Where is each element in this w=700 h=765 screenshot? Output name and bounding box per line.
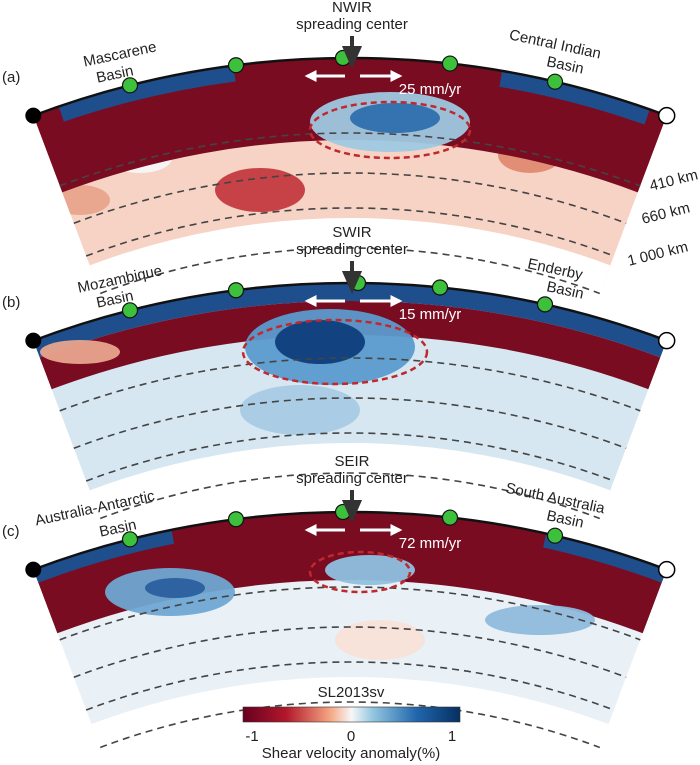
ridge-subtitle: spreading center — [296, 16, 408, 33]
panel-label: (c) — [2, 523, 20, 540]
anomaly-band — [499, 70, 650, 125]
end-marker — [657, 560, 676, 579]
anomaly-blob — [145, 578, 205, 598]
end-marker — [657, 106, 676, 125]
depth-line — [73, 397, 627, 450]
anomaly-blob — [325, 555, 415, 585]
ridge-subtitle: spreading center — [296, 470, 408, 487]
depth-line — [99, 701, 601, 749]
depth-line — [59, 357, 641, 412]
depth-line — [73, 172, 627, 225]
anomaly-blob — [50, 185, 110, 215]
colorbar-label: Shear velocity anomaly(%) — [262, 745, 440, 762]
depth-line — [85, 432, 615, 482]
ridge-name: NWIR — [332, 0, 372, 16]
station — [227, 57, 245, 74]
depth-label: 1 000 km — [626, 238, 690, 269]
end-marker — [657, 331, 676, 350]
station — [441, 55, 459, 72]
colorbar-tick: 0 — [347, 728, 355, 745]
anomaly-band — [89, 443, 611, 519]
anomaly-blob — [215, 168, 305, 212]
end-marker — [25, 561, 42, 578]
anomaly-blob — [40, 340, 120, 364]
ridge-subtitle: spreading center — [296, 241, 408, 258]
tomography — [33, 58, 667, 294]
station — [121, 302, 139, 319]
station — [546, 527, 564, 544]
anomaly-blob — [275, 320, 365, 364]
anomaly-blob — [240, 385, 360, 435]
station — [121, 531, 139, 548]
anomaly-outline — [308, 550, 412, 594]
anomaly-band — [89, 218, 611, 294]
station — [546, 73, 564, 90]
spreading-rate: 25 mm/yr — [399, 81, 462, 98]
station — [536, 296, 554, 313]
anomaly-band — [39, 301, 661, 390]
ridge-arrow — [341, 261, 363, 294]
anomaly-blob — [335, 620, 425, 660]
tomography — [33, 283, 667, 519]
depth-line — [99, 247, 601, 295]
depth-line — [85, 207, 615, 257]
colorbar-title: SL2013sv — [318, 684, 385, 701]
tomography — [33, 512, 667, 748]
station — [441, 509, 459, 526]
anomaly-band — [58, 65, 236, 122]
depth-label: 410 km — [648, 166, 700, 194]
station — [227, 282, 245, 299]
station — [227, 511, 245, 528]
anomaly-blob — [485, 605, 595, 635]
anomaly-outline — [241, 318, 429, 386]
anomaly-band — [33, 283, 667, 358]
end-marker — [25, 107, 42, 124]
anomaly-outline — [308, 100, 472, 160]
depth-line — [59, 586, 641, 641]
depth-line — [59, 132, 641, 187]
depth-line — [85, 661, 615, 711]
anomaly-band — [33, 529, 175, 583]
ridge-name: SWIR — [332, 224, 371, 241]
panel-label: (a) — [2, 69, 20, 86]
colorbar-tick: 1 — [448, 728, 456, 745]
ridge-name: SEIR — [334, 453, 369, 470]
station — [121, 77, 139, 94]
anomaly-band — [91, 677, 609, 748]
ridge-arrow — [341, 490, 363, 523]
depth-line — [73, 626, 627, 679]
depth-line — [99, 472, 601, 520]
anomaly-band — [543, 533, 667, 583]
ridge-arrow — [341, 36, 363, 69]
depth-label: 660 km — [640, 199, 692, 227]
spreading-rate: 72 mm/yr — [399, 535, 462, 552]
colorbar — [242, 706, 461, 723]
panel-label: (b) — [2, 294, 20, 311]
spreading-rate: 15 mm/yr — [399, 306, 462, 323]
station — [431, 279, 449, 296]
end-marker — [25, 332, 42, 349]
anomaly-blob — [350, 103, 440, 133]
colorbar-tick: -1 — [245, 728, 258, 745]
